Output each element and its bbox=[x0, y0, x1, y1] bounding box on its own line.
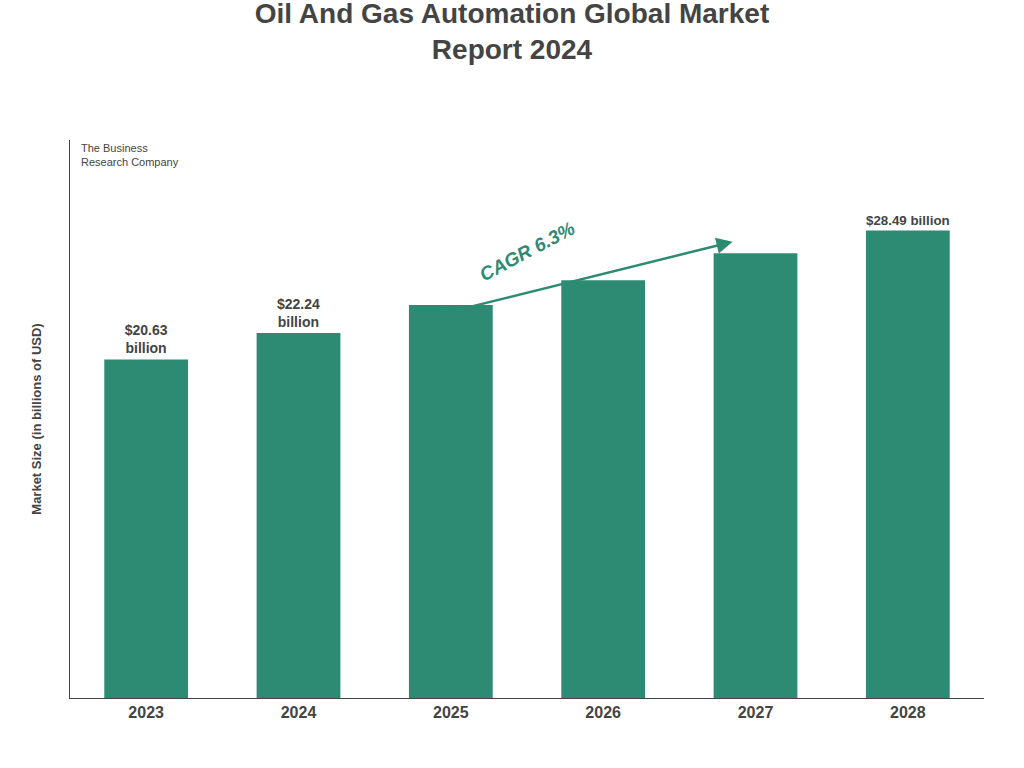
svg-text:2028: 2028 bbox=[890, 704, 926, 721]
svg-text:2024: 2024 bbox=[281, 704, 317, 721]
svg-text:Market Size (in billions of US: Market Size (in billions of USD) bbox=[29, 323, 44, 514]
svg-text:2026: 2026 bbox=[585, 704, 621, 721]
svg-text:Oil And Gas Automation Global: Oil And Gas Automation Global MarketRepo… bbox=[255, 0, 769, 65]
svg-text:$20.63billion: $20.63billion bbox=[125, 322, 168, 356]
svg-text:2027: 2027 bbox=[738, 704, 774, 721]
svg-text:2023: 2023 bbox=[128, 704, 164, 721]
svg-text:$28.49 billion: $28.49 billion bbox=[866, 213, 950, 228]
svg-text:$22.24billion: $22.24billion bbox=[277, 296, 320, 330]
svg-text:2025: 2025 bbox=[433, 704, 469, 721]
svg-text:CAGR 6.3%: CAGR 6.3% bbox=[476, 218, 578, 286]
svg-text:The BusinessResearch Company: The BusinessResearch Company bbox=[81, 142, 179, 168]
